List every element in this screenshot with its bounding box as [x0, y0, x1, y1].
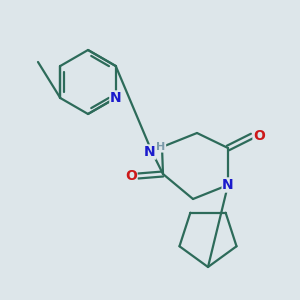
Text: H: H [156, 142, 166, 152]
Text: N: N [222, 178, 234, 192]
Text: N: N [144, 145, 156, 159]
Text: O: O [253, 129, 265, 143]
Text: O: O [125, 169, 137, 183]
Text: N: N [110, 91, 122, 105]
